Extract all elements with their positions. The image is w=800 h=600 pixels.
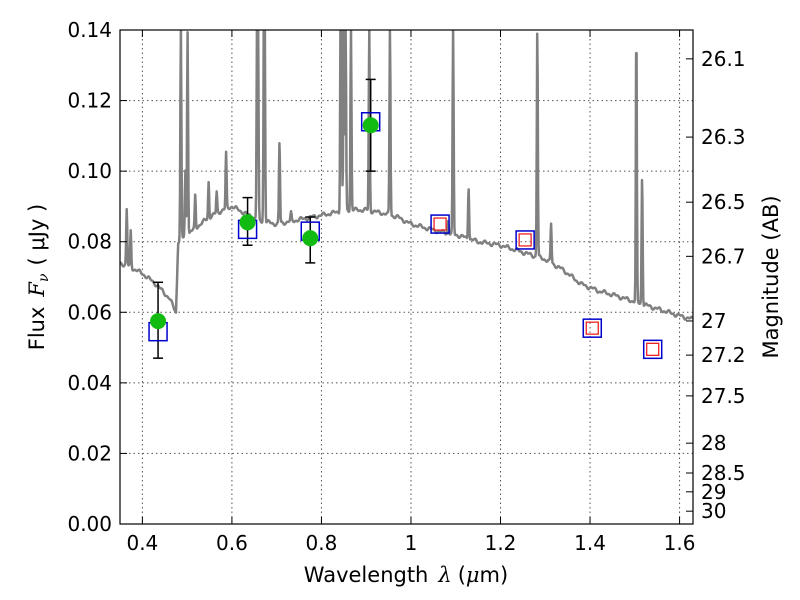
- y-tick-label: 0.02: [67, 441, 112, 465]
- y-tick-label: 0.00: [67, 512, 112, 536]
- x-tick-label: 0.8: [306, 531, 338, 555]
- magnitude-tick-label: 26.1: [701, 47, 746, 71]
- y-axis-label: Flux Fν ( μJy ): [25, 204, 52, 350]
- plot-frame: [119, 29, 694, 525]
- observed-flux-point: [150, 313, 167, 330]
- model-flux-square-inner: [646, 342, 660, 356]
- x-tick-label: 0.4: [126, 531, 158, 555]
- x-axis-label: Wavelength λ (μm): [304, 563, 508, 587]
- model-flux-square: [582, 318, 603, 338]
- x-tick-label: 1.6: [664, 531, 696, 555]
- magnitude-tick-label: 27: [701, 309, 726, 333]
- x-tick-label: 1: [405, 531, 418, 555]
- x-tick-label: 1.4: [574, 531, 606, 555]
- y-tick-label: 0.14: [67, 18, 112, 42]
- observed-flux-point: [362, 117, 379, 134]
- magnitude-tick-label: 27.5: [701, 384, 746, 408]
- magnitude-tick-label: 26.3: [701, 125, 746, 149]
- magnitude-tick-label: 27.2: [701, 343, 746, 367]
- y-axis-label-prefix: Flux: [25, 307, 49, 351]
- model-spectrum-line: [120, 30, 693, 321]
- magnitude-tick-label: 30: [701, 499, 726, 523]
- magnitude-tick-label: 26.7: [701, 244, 746, 268]
- model-flux-square: [642, 339, 663, 360]
- y-tick-label: 0.12: [67, 89, 112, 113]
- x-axis-label-prefix: Wavelength: [304, 563, 429, 587]
- x-tick-label: 0.6: [216, 531, 248, 555]
- y-axis-label-unit: ( μJy ): [25, 204, 49, 266]
- magnitude-tick-label: 29: [701, 480, 726, 504]
- x-axis-label-symbol: λ: [437, 563, 451, 587]
- observed-flux-point: [302, 230, 319, 247]
- model-flux-square-inner: [433, 217, 447, 231]
- y-tick-label: 0.04: [67, 371, 112, 395]
- x-tick-label: 1.2: [485, 531, 517, 555]
- magnitude-axis-label: Magnitude (AB): [759, 195, 783, 358]
- y-axis-label-subscript: ν: [36, 273, 52, 282]
- plot-content: [120, 30, 693, 360]
- plot-area-background: [120, 30, 693, 524]
- observed-flux-points: [150, 117, 379, 330]
- grid-lines: [120, 29, 693, 525]
- x-axis-label-unit-mu: μ: [466, 563, 480, 587]
- y-tick-label: 0.10: [67, 159, 112, 183]
- model-flux-square: [430, 214, 450, 234]
- model-flux-square: [515, 230, 535, 250]
- y-tick-label: 0.06: [67, 300, 112, 324]
- model-flux-square-inner: [585, 321, 599, 335]
- x-axis-label-unit-open: (: [458, 563, 466, 587]
- x-axis-label-unit-rest: m): [480, 563, 509, 587]
- magnitude-tick-label: 28: [701, 431, 726, 455]
- magnitude-tick-label: 26.5: [701, 190, 746, 214]
- y-axis-label-symbol: F: [25, 281, 49, 298]
- model-flux-square-inner: [518, 233, 532, 247]
- x-axis-ticks: 0.4 0.6 0.8 1 1.2 1.4 1.6: [126, 30, 695, 555]
- y-tick-label: 0.08: [67, 230, 112, 254]
- y-axis-ticks: 0.00 0.02 0.04 0.06 0.08 0.10 0.12 0.14: [67, 18, 127, 536]
- magnitude-tick-label: 28.5: [701, 461, 746, 485]
- observed-flux-point: [239, 214, 256, 231]
